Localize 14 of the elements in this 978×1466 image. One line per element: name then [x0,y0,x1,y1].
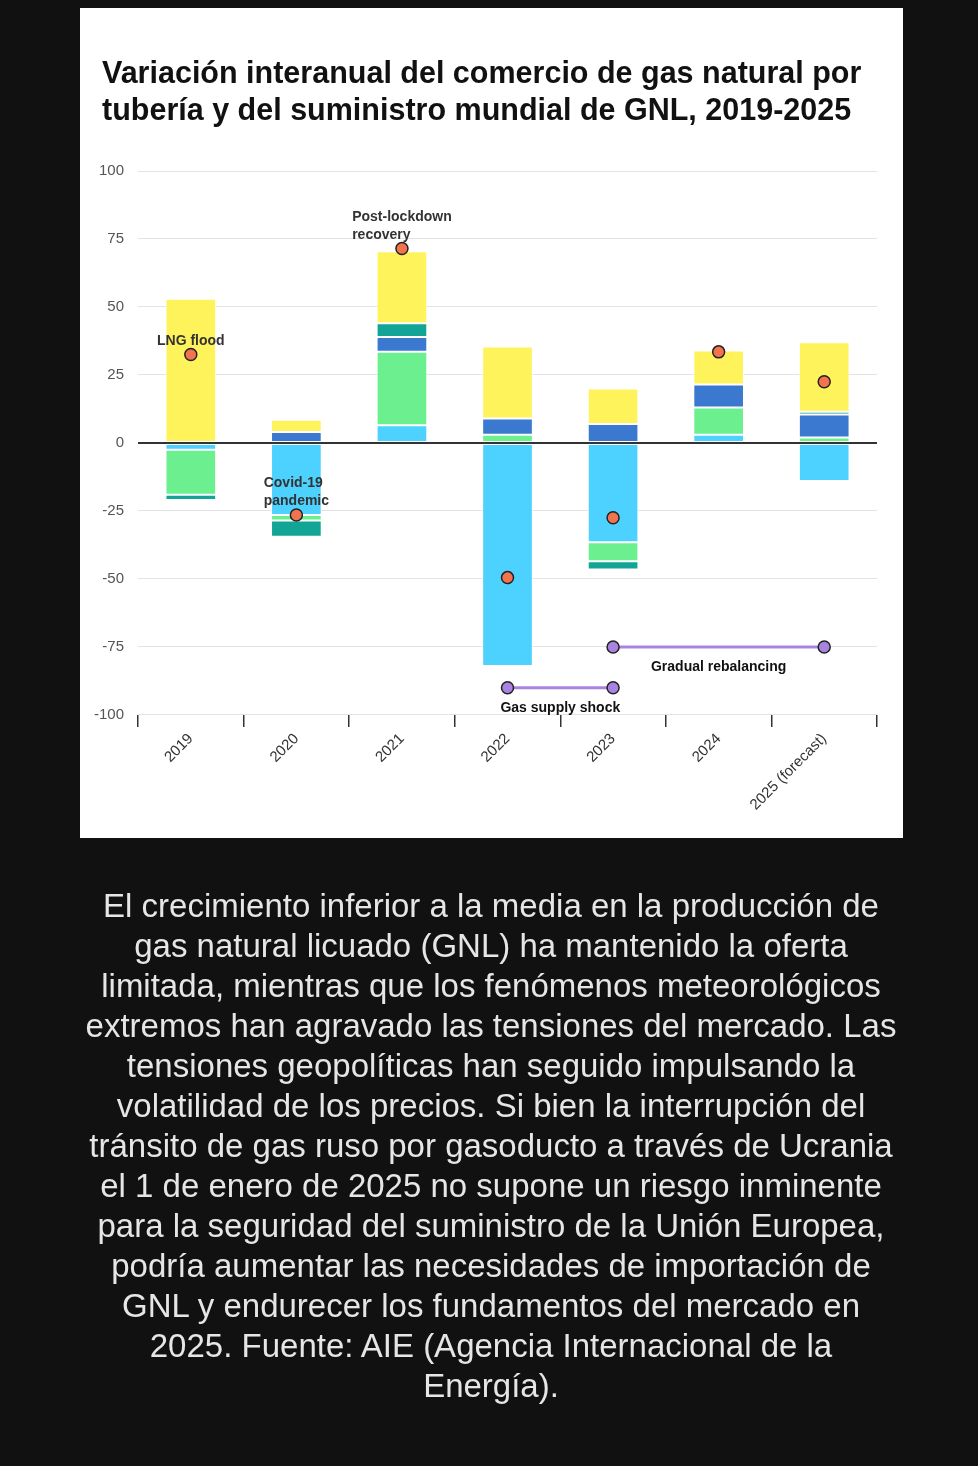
y-tick-label: 0 [115,433,125,451]
y-tick-label: 25 [107,365,125,383]
annotation: Post-lockdown recovery [352,207,452,242]
y-tick-label: -25 [102,501,125,519]
y-tick-label: 50 [107,297,125,315]
y-tick-label: -50 [102,569,125,587]
text: El crecimiento inferior a la media en la producción de gas natural licuado (GNL) ha mantenido la oferta limitada, mientras que los fenómenos meteorológicos extremos han agravado las tensiones del mercado. Las tensiones geopolíticas han seguido impulsando la volatilidad de los precios. Si bien la interrupción del tránsito de gas ruso por gasoducto a través de Ucrania el 1 de enero de 2025 no supone un riesgo inminente para la seguridad del suministro de la Unión Europea, podría aumentar las necesidades de importación de GNL y endurecer los fundamentos del mercado en 2025. Fuente: AIE (Agencia Internacional de la Energía). [85,887,897,1404]
series-label: Gas supply shock [500,698,621,715]
y-tick-label: -75 [102,637,125,655]
y-tick-label: 100 [98,161,125,179]
y-tick-label: -100 [93,705,125,723]
series-label: Gradual rebalancing [650,657,787,674]
y-tick-label: 75 [107,229,125,247]
chart-title: Variación interanual del comercio de gas natural por tubería y del suministro mundial de GNL, 2019-2025 [102,54,863,128]
